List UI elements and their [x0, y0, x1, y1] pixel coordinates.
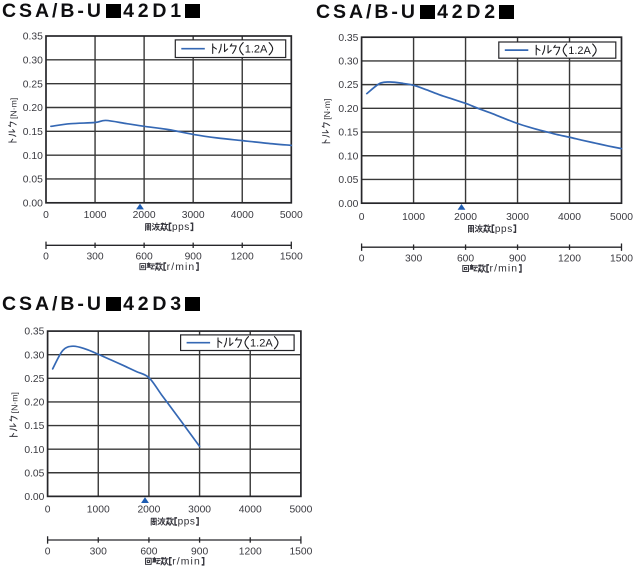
svg-text:3000: 3000	[506, 212, 529, 223]
svg-text:0.05: 0.05	[338, 175, 358, 186]
svg-text:1500: 1500	[610, 254, 633, 265]
svg-text:0.20: 0.20	[24, 398, 44, 409]
svg-text:0.05: 0.05	[23, 175, 43, 186]
svg-text:pps: pps	[495, 224, 513, 235]
svg-text:0.20: 0.20	[23, 103, 43, 114]
svg-text:2000: 2000	[137, 505, 160, 516]
svg-text:4000: 4000	[231, 210, 254, 221]
svg-text:900: 900	[185, 252, 202, 263]
svg-text:0.35: 0.35	[23, 32, 43, 43]
svg-text:[N·m]: [N·m]	[322, 99, 332, 120]
svg-text:0.25: 0.25	[24, 374, 44, 385]
svg-text:5000: 5000	[280, 210, 303, 221]
svg-text:0.20: 0.20	[338, 104, 358, 115]
svg-text:2000: 2000	[454, 212, 477, 223]
svg-text:1000: 1000	[84, 210, 107, 221]
svg-text:1200: 1200	[558, 254, 581, 265]
svg-text:3000: 3000	[182, 210, 205, 221]
svg-text:0: 0	[359, 212, 365, 223]
svg-text:300: 300	[90, 546, 107, 557]
svg-text:0.15: 0.15	[23, 127, 43, 138]
svg-text:[N·m]: [N·m]	[10, 392, 20, 413]
svg-text:0.30: 0.30	[23, 55, 43, 66]
svg-text:0.15: 0.15	[338, 128, 358, 139]
svg-text:0.00: 0.00	[338, 199, 358, 210]
svg-text:pps: pps	[172, 222, 190, 233]
svg-text:1000: 1000	[87, 505, 110, 516]
svg-text:1.2A: 1.2A	[568, 45, 591, 57]
svg-text:0: 0	[43, 210, 49, 221]
svg-text:1200: 1200	[231, 252, 254, 263]
svg-text:1.2A: 1.2A	[245, 44, 268, 56]
svg-text:3000: 3000	[188, 505, 211, 516]
svg-text:0.00: 0.00	[24, 492, 44, 503]
svg-text:0: 0	[45, 505, 51, 516]
svg-text:1500: 1500	[280, 252, 303, 263]
svg-text:0.00: 0.00	[23, 198, 43, 209]
svg-text:5000: 5000	[289, 505, 312, 516]
svg-text:[N·m]: [N·m]	[9, 98, 19, 119]
svg-text:1.2A: 1.2A	[250, 338, 273, 350]
svg-text:1000: 1000	[402, 212, 425, 223]
svg-text:0.10: 0.10	[338, 151, 358, 162]
svg-text:r/min: r/min	[172, 556, 201, 567]
svg-text:300: 300	[86, 252, 103, 263]
svg-text:600: 600	[140, 546, 157, 557]
svg-text:0.25: 0.25	[23, 79, 43, 90]
svg-text:0.35: 0.35	[338, 33, 358, 44]
svg-text:0.05: 0.05	[24, 468, 44, 479]
svg-text:r/min: r/min	[167, 262, 196, 273]
svg-text:1200: 1200	[239, 546, 262, 557]
svg-text:0.10: 0.10	[24, 445, 44, 456]
svg-text:0: 0	[43, 252, 49, 263]
svg-text:r/min: r/min	[490, 264, 519, 275]
svg-text:0: 0	[45, 546, 51, 557]
svg-text:2000: 2000	[133, 210, 156, 221]
svg-text:5000: 5000	[610, 212, 633, 223]
svg-text:0.30: 0.30	[24, 350, 44, 361]
svg-text:0.30: 0.30	[338, 57, 358, 68]
svg-text:pps: pps	[178, 517, 196, 528]
svg-text:900: 900	[509, 254, 526, 265]
svg-text:0.10: 0.10	[23, 151, 43, 162]
svg-text:0.25: 0.25	[338, 80, 358, 91]
svg-text:1500: 1500	[289, 546, 312, 557]
svg-text:0.35: 0.35	[24, 327, 44, 338]
svg-text:4000: 4000	[558, 212, 581, 223]
svg-text:0.15: 0.15	[24, 421, 44, 432]
svg-text:300: 300	[405, 254, 422, 265]
svg-text:0: 0	[359, 254, 365, 265]
svg-text:600: 600	[457, 254, 474, 265]
svg-text:4000: 4000	[239, 505, 262, 516]
svg-text:600: 600	[136, 252, 153, 263]
svg-text:900: 900	[191, 546, 208, 557]
